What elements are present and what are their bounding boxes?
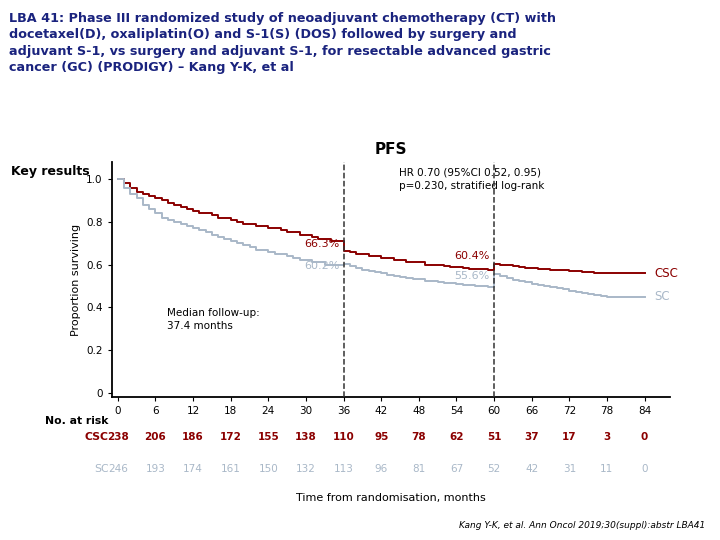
Text: 96: 96 (374, 464, 388, 474)
Text: 51: 51 (487, 432, 501, 442)
Text: No. at risk: No. at risk (45, 416, 109, 426)
Text: Time from randomisation, months: Time from randomisation, months (296, 493, 485, 503)
Text: 110: 110 (333, 432, 354, 442)
Text: 238: 238 (107, 432, 129, 442)
Text: 246: 246 (108, 464, 128, 474)
Text: 81: 81 (412, 464, 426, 474)
Text: 66.3%: 66.3% (304, 239, 339, 249)
Text: 155: 155 (258, 432, 279, 442)
Text: Median follow-up:
37.4 months: Median follow-up: 37.4 months (167, 308, 260, 331)
Text: 132: 132 (296, 464, 316, 474)
Text: HR 0.70 (95%CI 0.52, 0.95)
p=0.230, stratified log-rank: HR 0.70 (95%CI 0.52, 0.95) p=0.230, stra… (399, 168, 544, 191)
Text: 52: 52 (487, 464, 500, 474)
Text: 113: 113 (333, 464, 354, 474)
Text: Key results: Key results (11, 165, 89, 178)
Text: 55.6%: 55.6% (454, 271, 490, 281)
Text: 60.2%: 60.2% (304, 261, 339, 271)
Text: 150: 150 (258, 464, 278, 474)
Text: SC: SC (94, 464, 109, 474)
Text: 37: 37 (524, 432, 539, 442)
Text: 172: 172 (220, 432, 242, 442)
Text: CSC: CSC (85, 432, 109, 442)
Text: 78: 78 (412, 432, 426, 442)
Text: 206: 206 (145, 432, 166, 442)
Text: 174: 174 (183, 464, 203, 474)
Text: CSC: CSC (654, 267, 678, 280)
Text: 42: 42 (525, 464, 539, 474)
Text: 67: 67 (450, 464, 463, 474)
Text: 31: 31 (562, 464, 576, 474)
Text: SC: SC (654, 291, 670, 303)
Text: 186: 186 (182, 432, 204, 442)
Y-axis label: Proportion surviving: Proportion surviving (71, 224, 81, 335)
Text: 193: 193 (145, 464, 166, 474)
Text: 60.4%: 60.4% (454, 251, 490, 261)
Text: 95: 95 (374, 432, 388, 442)
Text: Kang Y-K, et al. Ann Oncol 2019;30(suppl):abstr LBA41: Kang Y-K, et al. Ann Oncol 2019;30(suppl… (459, 521, 706, 530)
Text: 0: 0 (641, 432, 648, 442)
Title: PFS: PFS (374, 141, 407, 157)
Text: 3: 3 (603, 432, 611, 442)
Text: 11: 11 (600, 464, 613, 474)
Text: 62: 62 (449, 432, 464, 442)
Text: LBA 41: Phase III randomized study of neoadjuvant chemotherapy (CT) with
docetax: LBA 41: Phase III randomized study of ne… (9, 12, 556, 74)
Text: 161: 161 (221, 464, 240, 474)
Text: 138: 138 (295, 432, 317, 442)
Text: 0: 0 (642, 464, 648, 474)
Text: 17: 17 (562, 432, 577, 442)
